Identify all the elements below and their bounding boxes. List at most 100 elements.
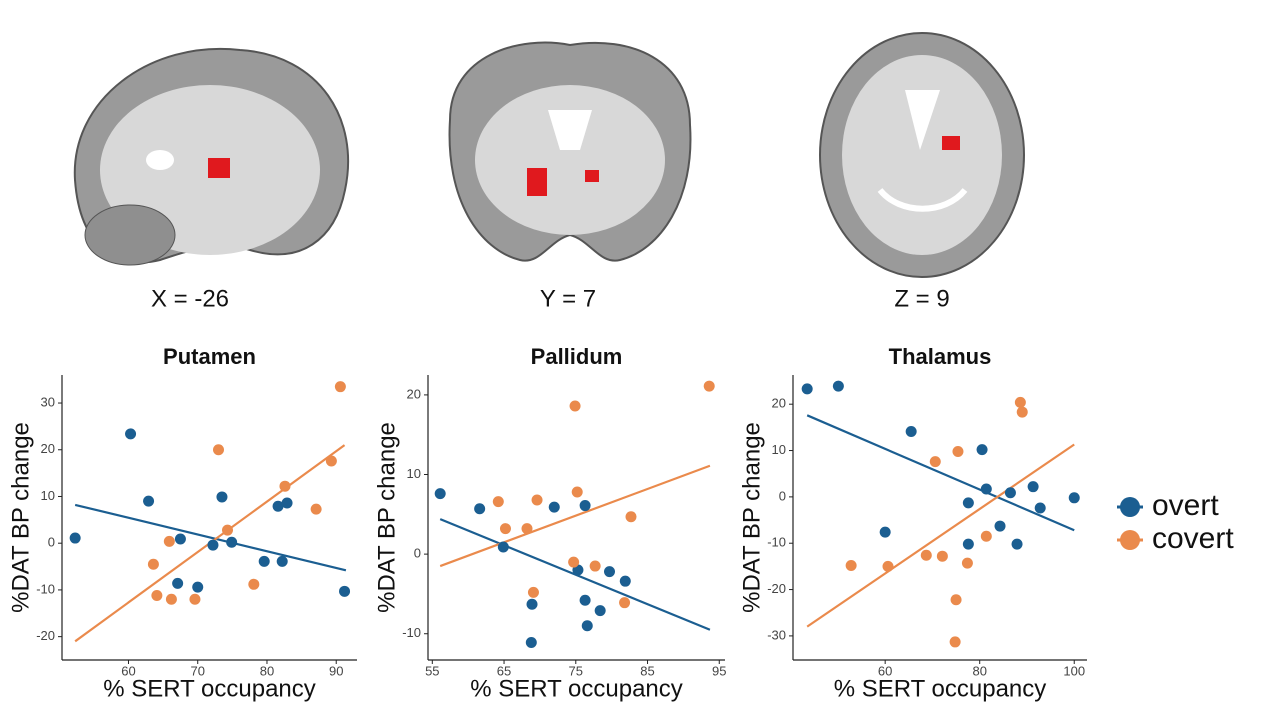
y-axis-label: %DAT BP change [738,422,765,613]
x-axis-label: % SERT occupancy [470,675,683,702]
point [248,579,259,590]
point [216,491,227,502]
y-tick-label: 0 [48,535,55,550]
brain-label: Z = 9 [894,285,949,312]
point [1015,397,1026,408]
point [906,426,917,437]
point [335,381,346,392]
point [582,620,593,631]
point [148,559,159,570]
point [962,558,973,569]
fit-line [440,466,710,566]
x-axis-label: % SERT occupancy [834,675,1047,702]
point [526,637,537,648]
x-tick-label: 90 [329,663,343,678]
point [568,557,579,568]
brain-label: Y = 7 [540,285,596,312]
point [1028,481,1039,492]
point [937,551,948,562]
point [981,531,992,542]
point [833,381,844,392]
y-tick-label: 10 [41,488,55,503]
fit-line [75,505,346,570]
y-tick-label: 20 [772,396,786,411]
x-tick-label: 95 [712,663,726,678]
point [532,494,543,505]
point [995,521,1006,532]
point [590,561,601,572]
y-tick-label: -10 [402,625,421,640]
legend-label: covert [1152,522,1234,555]
point [498,541,509,552]
point [222,525,233,536]
y-tick-label: 10 [407,466,421,481]
point [981,484,992,495]
point [883,561,894,572]
point [172,578,183,589]
y-tick-label: 0 [414,546,421,561]
point [1005,487,1016,498]
legend-label: overt [1152,489,1219,522]
point [259,556,270,567]
y-tick-label: 0 [779,488,786,503]
y-tick-label: 20 [407,386,421,401]
point [339,586,350,597]
point [963,539,974,550]
point [435,488,446,499]
point [311,504,322,515]
figure: X = -26 Y = 7 Z = 9 60708090-20-10010203… [0,0,1261,703]
point [1017,407,1028,418]
point [527,599,538,610]
point [143,496,154,507]
point [930,456,941,467]
point [619,597,630,608]
point [549,502,560,513]
point [1069,492,1080,503]
point [921,550,932,561]
point [151,590,162,601]
point [604,566,615,577]
y-tick-label: -10 [767,535,786,550]
chart-title: Putamen [163,344,256,369]
x-axis-label: % SERT occupancy [103,675,316,702]
point [528,587,539,598]
chart-title: Pallidum [531,344,623,369]
point [326,455,337,466]
point [1012,539,1023,550]
point [570,401,581,412]
point [626,511,637,522]
point [952,446,963,457]
y-axis-label: %DAT BP change [7,422,34,613]
point [620,576,631,587]
x-tick-label: 55 [425,663,439,678]
point [595,605,606,616]
point [846,560,857,571]
point [572,487,583,498]
point [189,594,200,605]
point [951,594,962,605]
point [175,533,186,544]
point [70,533,81,544]
point [279,481,290,492]
point [802,383,813,394]
point [580,500,591,511]
y-tick-label: 20 [41,441,55,456]
brain-sagittal [75,49,348,265]
y-tick-label: -20 [767,581,786,596]
point [950,636,961,647]
y-tick-label: -30 [767,627,786,642]
point [125,428,136,439]
brain-axial [820,33,1024,277]
chart-title: Thalamus [889,344,992,369]
y-tick-label: 10 [772,442,786,457]
brain-coronal [450,43,691,261]
y-tick-label: 30 [41,394,55,409]
y-tick-label: -10 [36,581,55,596]
point [213,444,224,455]
point [164,536,175,547]
x-tick-label: 100 [1063,663,1085,678]
point [277,556,288,567]
point [1035,503,1046,514]
point [493,496,504,507]
point [282,498,293,509]
